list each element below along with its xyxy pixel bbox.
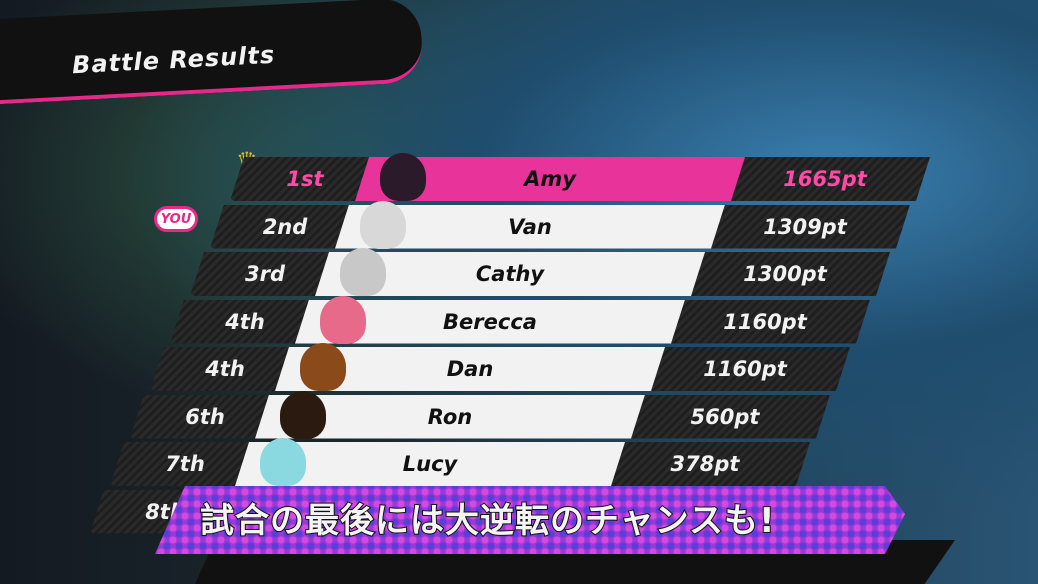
- result-row: 6th 560pt Ron: [130, 390, 830, 439]
- result-row: 1st 1665pt Amy: [230, 153, 930, 201]
- player-avatar: [320, 295, 366, 344]
- player-avatar: [280, 390, 326, 439]
- caption-text: 試合の最後には大逆転のチャンスも!: [199, 500, 776, 542]
- score-value: 1160pt: [640, 347, 850, 391]
- player-avatar: [380, 153, 426, 201]
- result-row: 7th 378pt Lucy: [110, 438, 810, 486]
- result-row: 4th 1160pt Berecca: [170, 295, 870, 344]
- score-value: 560pt: [620, 395, 830, 439]
- score-value: 1665pt: [720, 157, 930, 201]
- caption-banner: [155, 486, 905, 554]
- score-value: 378pt: [600, 442, 810, 486]
- score-value: 1309pt: [700, 205, 910, 249]
- score-value: 1300pt: [680, 252, 890, 296]
- rank-label: 4th: [150, 347, 300, 391]
- player-avatar: [360, 200, 406, 249]
- result-row: 3rd 1300pt Cathy: [190, 248, 890, 296]
- score-value: 1160pt: [660, 300, 870, 344]
- result-row: 2nd 1309pt Van: [210, 200, 910, 249]
- player-avatar: [340, 248, 386, 296]
- player-avatar: [300, 343, 346, 391]
- rank-label: 2nd: [210, 205, 360, 249]
- player-avatar: [260, 438, 306, 486]
- you-badge: YOU: [154, 206, 198, 232]
- rank-label: 6th: [130, 395, 280, 439]
- rank-label: 1st: [230, 157, 380, 201]
- rank-label: 4th: [170, 300, 320, 344]
- rank-label: 3rd: [190, 252, 340, 296]
- rank-label: 7th: [110, 442, 260, 486]
- result-row: 4th 1160pt Dan: [150, 343, 850, 391]
